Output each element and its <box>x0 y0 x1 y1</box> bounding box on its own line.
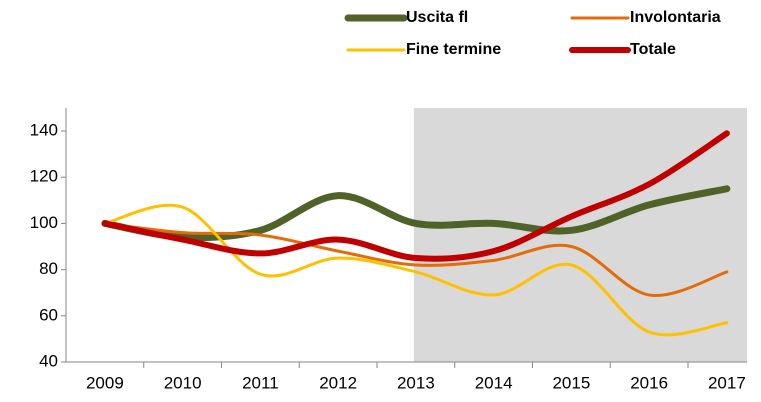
legend-label: Uscita fl <box>406 9 468 26</box>
series-line <box>103 203 729 337</box>
y-tick-label: 100 <box>30 213 58 232</box>
series-line <box>103 221 729 297</box>
x-tick-label: 2013 <box>397 373 435 392</box>
y-tick-label: 120 <box>30 167 58 186</box>
x-tick-label: 2012 <box>319 373 357 392</box>
y-tick-label: 60 <box>39 305 58 324</box>
legend-label: Totale <box>630 41 676 58</box>
legend-label: Involontaria <box>630 9 721 26</box>
x-tick-label: 2014 <box>475 373 513 392</box>
y-tick-label: 140 <box>30 120 58 139</box>
series-line <box>101 130 730 262</box>
y-tick-label: 40 <box>39 351 58 370</box>
x-tick-label: 2017 <box>708 373 746 392</box>
series-line <box>101 185 731 242</box>
x-tick-label: 2009 <box>86 373 124 392</box>
y-tick-label: 80 <box>39 259 58 278</box>
x-tick-label: 2015 <box>552 373 590 392</box>
x-tick-label: 2016 <box>630 373 668 392</box>
x-tick-label: 2011 <box>242 373 279 392</box>
legend-label: Fine termine <box>406 41 501 58</box>
shaded-region <box>413 108 747 362</box>
x-tick-label: 2010 <box>164 373 202 392</box>
